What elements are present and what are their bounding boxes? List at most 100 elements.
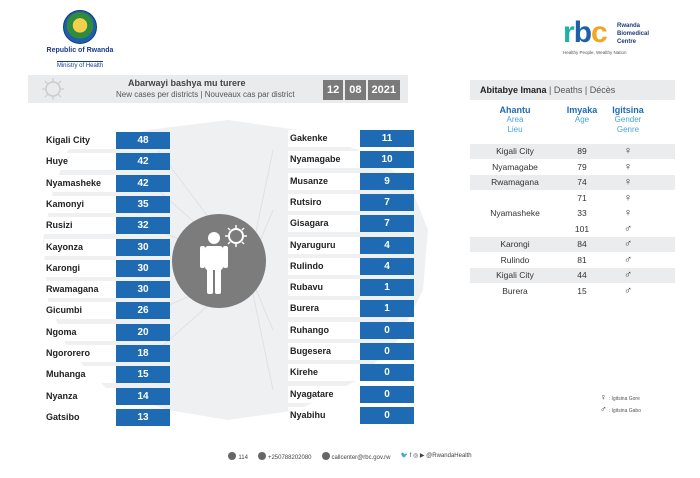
rwanda-seal-icon — [63, 10, 97, 44]
email-icon — [321, 452, 330, 460]
district-cases: 42 — [116, 174, 170, 192]
district-row: Rulindo 4 — [288, 257, 414, 275]
district-name: Ngoma — [44, 323, 116, 341]
district-row: Muhanga 15 — [44, 366, 170, 384]
rbc-mark: rbc — [563, 16, 608, 49]
district-name: Gatsibo — [44, 408, 116, 426]
district-row: Nyaruguru 4 — [288, 236, 414, 254]
district-cases: 14 — [116, 387, 170, 405]
district-row: Kigali City 48 — [44, 132, 170, 149]
deaths-title: Abitabye Imana — [480, 85, 547, 95]
district-name: Nyagatare — [288, 385, 360, 403]
district-cases: 18 — [116, 345, 170, 362]
age-header-en: Age — [574, 115, 590, 124]
district-cases: 4 — [360, 236, 414, 254]
district-name: Rulindo — [288, 257, 360, 275]
death-age: 44 — [577, 270, 587, 280]
district-name: Musanze — [288, 172, 360, 190]
male-icon: ♂ — [623, 222, 633, 235]
new-cases-subtitle: New cases per districts | Nouveaux cas p… — [116, 90, 295, 99]
female-icon: ♀ — [623, 207, 633, 219]
district-name: Ngororero — [44, 345, 116, 362]
district-row: Nyabihu 0 — [288, 406, 414, 424]
legend-male: ♂: Igitsina Gabo — [600, 404, 641, 414]
patient-icon — [172, 214, 266, 308]
death-row: Nyamagabe 79 ♀ — [470, 160, 675, 175]
district-name: Nyanza — [44, 387, 116, 405]
social-handle: @RwandaHealth — [426, 453, 472, 459]
district-row: Rusizi 32 — [44, 217, 170, 235]
district-cases: 30 — [116, 238, 170, 256]
district-name: Kirehe — [288, 364, 360, 382]
rbc-logo: rbc Rwanda Biomedical Centre Healthy Peo… — [563, 18, 663, 58]
death-row: Kigali City 44 ♂ — [470, 268, 675, 283]
district-row: Huye 42 — [44, 153, 170, 171]
area-header-fr: Lieu — [507, 125, 523, 134]
death-age: 74 — [577, 177, 587, 187]
district-name: Kigali City — [44, 132, 116, 149]
district-row: Gicumbi 26 — [44, 302, 170, 320]
district-cases: 1 — [360, 279, 414, 297]
district-cases: 10 — [360, 151, 414, 169]
district-name: Gicumbi — [44, 302, 116, 320]
rbc-letter-c: c — [591, 16, 608, 49]
district-cases: 4 — [360, 257, 414, 275]
rbc-name-line-3: Centre — [617, 39, 637, 45]
date-day: 12 — [323, 80, 344, 100]
district-row: Karongi 30 — [44, 259, 170, 277]
district-cases: 20 — [116, 323, 170, 341]
gender-header-en: Gender — [614, 115, 642, 124]
district-cases: 48 — [116, 132, 170, 149]
district-name: Gisagara — [288, 215, 360, 233]
email: callcenter@rbc.gov.rw — [321, 452, 391, 461]
district-name: Rusizi — [44, 217, 116, 235]
male-icon: ♂ — [623, 238, 633, 250]
female-icon: ♀ — [623, 160, 633, 173]
death-age: 15 — [577, 285, 587, 296]
death-area: Nyamasheke — [490, 208, 540, 218]
report-date: 12 08 2021 — [323, 80, 400, 100]
age-header-main: Imyaka — [566, 105, 598, 115]
phone: +250788202080 — [257, 452, 312, 461]
district-row: Ngoma 20 — [44, 323, 170, 341]
district-name: Bugesera — [288, 343, 360, 360]
death-age: 79 — [577, 161, 587, 172]
district-row: Ruhango 0 — [288, 321, 414, 339]
district-cases: 35 — [116, 195, 170, 213]
death-age: 101 — [574, 223, 590, 234]
district-row: Gakenke 11 — [288, 130, 414, 147]
rbc-name-line-1: Rwanda — [617, 23, 641, 29]
district-name: Gakenke — [288, 130, 360, 147]
death-area: Karongi — [500, 239, 530, 249]
gender-header-main: Igitsina — [612, 105, 644, 115]
virus-icon — [42, 78, 64, 100]
area-header-en: Area — [506, 115, 524, 124]
district-cases: 0 — [360, 364, 414, 382]
deaths-title-translations: | Deaths | Décès — [546, 85, 616, 95]
district-row: Kirehe 0 — [288, 364, 414, 382]
area-header-main: Ahantu — [499, 105, 531, 115]
district-name: Rutsiro — [288, 193, 360, 211]
death-area: Burera — [502, 285, 528, 296]
age-column-header: Imyaka Age — [562, 105, 602, 125]
republic-label: Republic of Rwanda — [46, 47, 114, 54]
whatsapp-icon — [257, 452, 266, 460]
death-age: 33 — [577, 208, 587, 218]
district-row: Gatsibo 13 — [44, 408, 170, 426]
email-address: callcenter@rbc.gov.rw — [331, 455, 391, 461]
ministry-label: Ministry of Health — [56, 61, 104, 69]
male-icon: ♂ — [623, 253, 633, 266]
death-area: Kigali City — [496, 270, 534, 280]
female-icon: ♀ — [623, 145, 633, 157]
rbc-tagline: Healthy People, Wealthy Nation — [563, 50, 627, 55]
district-cases: 9 — [360, 172, 414, 190]
social-icons: 🐦 f ◎ ▶ — [400, 453, 425, 459]
district-cases: 0 — [360, 406, 414, 424]
phone-number: +250788202080 — [267, 455, 312, 461]
district-row: Nyamasheke 42 — [44, 174, 170, 192]
legend-female: ♀: Igitsina Gore — [600, 392, 640, 402]
district-row: Rwamagana 30 — [44, 281, 170, 299]
rbc-name: Rwanda Biomedical Centre — [617, 22, 667, 46]
death-row: 101 ♂ — [470, 222, 675, 237]
district-name: Nyaruguru — [288, 236, 360, 254]
